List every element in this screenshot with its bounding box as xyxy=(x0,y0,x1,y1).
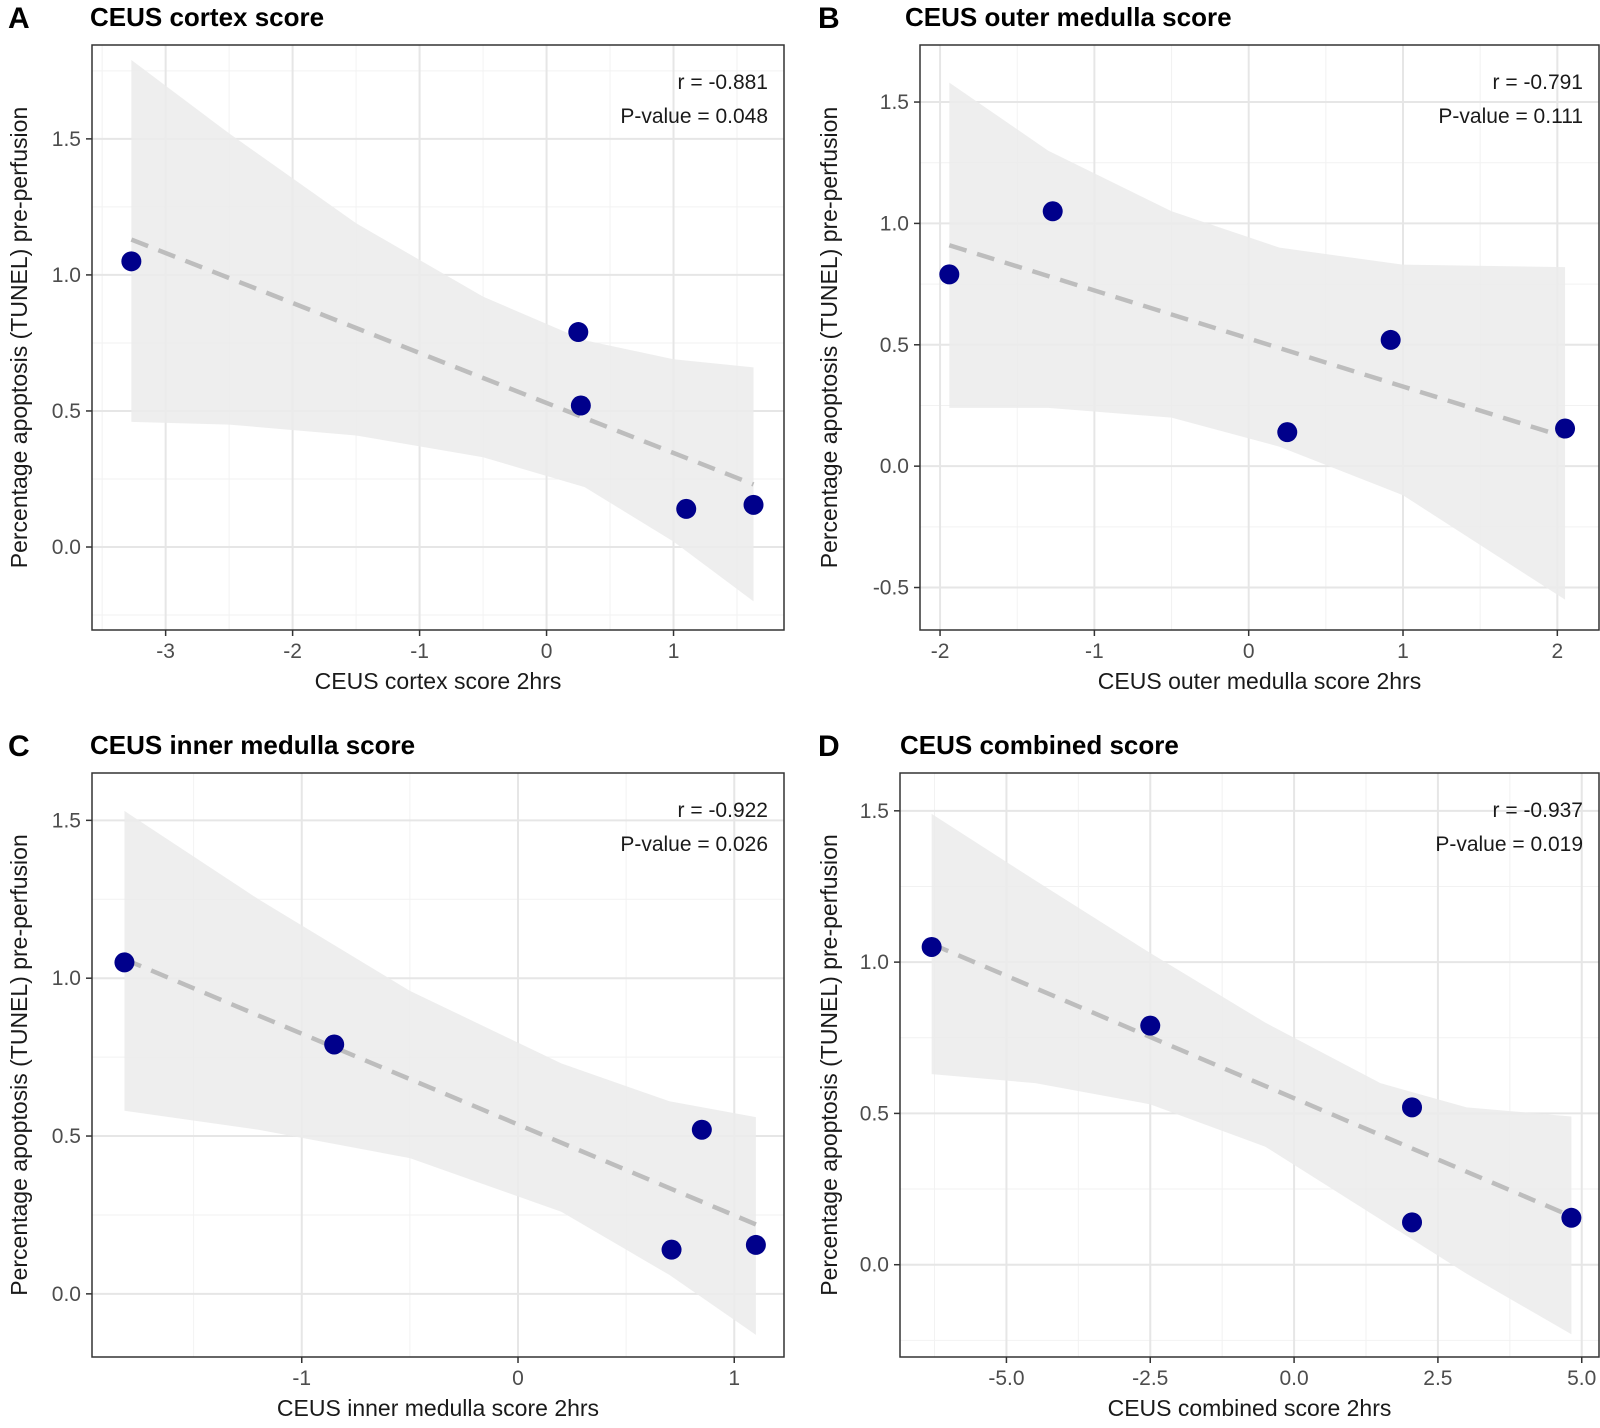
panel-title: CEUS inner medulla score xyxy=(90,730,415,760)
x-tick-label: -2.5 xyxy=(1132,1367,1168,1390)
x-tick-label: 2 xyxy=(1551,640,1563,663)
y-axis-label: Percentage apoptosis (TUNEL) pre-perfusi… xyxy=(816,107,842,569)
y-tick-label: 0.0 xyxy=(52,1283,81,1306)
data-point xyxy=(691,1119,712,1140)
trend-line xyxy=(948,243,1566,440)
data-point xyxy=(1402,1097,1423,1118)
data-point xyxy=(939,264,960,285)
y-tick-label: 0.5 xyxy=(880,334,909,357)
x-tick-label: 0.0 xyxy=(1279,1367,1308,1390)
p-value: P-value = 0.048 xyxy=(620,105,768,128)
x-tick-label: -1 xyxy=(1085,640,1104,663)
y-tick-label: -0.5 xyxy=(873,577,909,600)
y-tick-label: 0.5 xyxy=(52,400,81,423)
data-point xyxy=(114,952,135,973)
x-tick-label: -3 xyxy=(156,640,175,663)
y-tick-label: 1.5 xyxy=(52,128,81,151)
data-point xyxy=(1140,1015,1161,1036)
x-tick-label: 0 xyxy=(512,1367,524,1390)
panel-letter: C xyxy=(8,730,30,763)
panel-letter: D xyxy=(818,730,840,763)
x-tick-label: -1 xyxy=(410,640,429,663)
x-tick-label: -2 xyxy=(931,640,950,663)
y-tick-label: 0.0 xyxy=(52,536,81,559)
chart-panel-b: B CEUS outer medulla score -2 -1 0 1 2 -0.5 0.0 0… xyxy=(816,2,1600,694)
data-point xyxy=(921,936,942,957)
x-tick-label: 0 xyxy=(541,640,553,663)
data-point xyxy=(1380,329,1401,350)
chart-panel-c: C CEUS inner medulla score -1 0 1 0.0 0.5 1.0 1.… xyxy=(6,730,785,1421)
x-tick-label: 1 xyxy=(668,640,680,663)
y-tick-label: 0.0 xyxy=(860,1254,889,1277)
data-point xyxy=(1042,201,1063,222)
x-tick-label: 0 xyxy=(1243,640,1255,663)
y-axis-label: Percentage apoptosis (TUNEL) pre-perfusi… xyxy=(816,834,842,1296)
data-point xyxy=(1277,422,1298,443)
plot-frame xyxy=(899,772,1600,1358)
p-value: P-value = 0.111 xyxy=(1438,105,1583,128)
x-axis-label: CEUS cortex score 2hrs xyxy=(315,668,562,694)
y-tick-label: 1.0 xyxy=(880,212,909,235)
panel-title: CEUS cortex score xyxy=(90,2,324,32)
y-tick-label: 1.0 xyxy=(52,264,81,287)
data-point xyxy=(661,1239,682,1260)
p-value: P-value = 0.019 xyxy=(1435,833,1583,856)
trend-line xyxy=(130,237,755,487)
confidence-band xyxy=(124,810,756,1335)
x-tick-label: -1 xyxy=(292,1367,311,1390)
plot-frame xyxy=(919,44,1600,631)
confidence-band xyxy=(931,813,1572,1335)
y-axis-label: Percentage apoptosis (TUNEL) pre-perfusi… xyxy=(6,107,32,569)
data-point xyxy=(570,395,591,416)
data-point xyxy=(324,1034,345,1055)
panel-title: CEUS combined score xyxy=(900,730,1179,760)
data-point xyxy=(1402,1212,1423,1233)
chart-panel-d: D CEUS combined score -5.0 -2.5 0.0 2.5 5.0 0.0… xyxy=(816,730,1600,1421)
x-axis-label: CEUS outer medulla score 2hrs xyxy=(1098,668,1421,694)
x-tick-label: 1 xyxy=(1397,640,1409,663)
data-point xyxy=(676,498,697,519)
x-tick-label: 1 xyxy=(728,1367,740,1390)
data-point xyxy=(743,494,764,515)
data-point xyxy=(1561,1207,1582,1228)
y-tick-label: 1.5 xyxy=(52,809,81,832)
x-tick-label: 2.5 xyxy=(1423,1367,1452,1390)
x-axis-label: CEUS combined score 2hrs xyxy=(1108,1395,1392,1421)
panel-title: CEUS outer medulla score xyxy=(905,2,1232,32)
y-tick-label: 0.0 xyxy=(880,455,909,478)
x-tick-label: -2 xyxy=(283,640,302,663)
plot-frame xyxy=(91,44,785,631)
y-tick-label: 0.5 xyxy=(52,1125,81,1148)
plot-frame xyxy=(91,772,785,1358)
panel-letter: B xyxy=(818,2,840,35)
x-axis-label: CEUS inner medulla score 2hrs xyxy=(277,1395,599,1421)
data-point xyxy=(568,322,589,343)
y-axis-label: Percentage apoptosis (TUNEL) pre-perfusi… xyxy=(6,834,32,1296)
y-tick-label: 1.0 xyxy=(52,967,81,990)
y-tick-label: 0.5 xyxy=(860,1102,889,1125)
y-tick-label: 1.5 xyxy=(860,800,889,823)
correlation-r: r = -0.791 xyxy=(1493,71,1583,94)
correlation-r: r = -0.922 xyxy=(678,799,768,822)
data-point xyxy=(121,251,142,272)
confidence-band xyxy=(131,59,754,602)
p-value: P-value = 0.026 xyxy=(620,833,768,856)
x-tick-label: -5.0 xyxy=(988,1367,1024,1390)
correlation-r: r = -0.937 xyxy=(1493,799,1583,822)
y-tick-label: 1.0 xyxy=(860,951,889,974)
data-point xyxy=(745,1234,766,1255)
x-tick-label: 5.0 xyxy=(1567,1367,1596,1390)
chart-panel-a: A CEUS cortex score -3 -2 -1 0 1 0.0 0.5 1.0 1.5 CE… xyxy=(6,2,785,694)
data-point xyxy=(1555,418,1576,439)
y-tick-label: 1.5 xyxy=(880,91,909,114)
correlation-r: r = -0.881 xyxy=(678,71,768,94)
panel-letter: A xyxy=(8,2,30,35)
